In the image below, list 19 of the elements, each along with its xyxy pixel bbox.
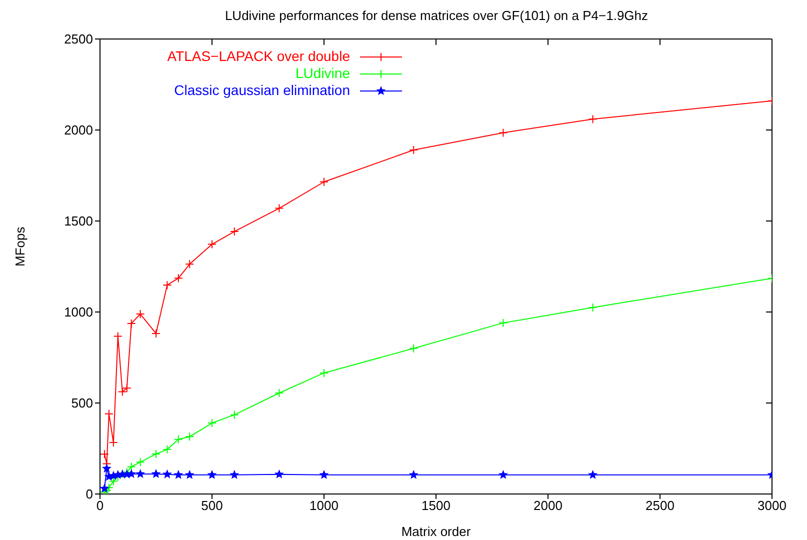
legend-label: Classic gaussian elimination: [174, 82, 350, 99]
y-axis-title: MFops: [12, 226, 28, 266]
y-tick-label: 500: [71, 396, 93, 411]
y-tick-label: 0: [86, 486, 93, 502]
y-tick-label: 2500: [64, 32, 93, 47]
chart-title: LUdivine performances for dense matrices over GF(101) on a P4−1.9Ghz: [224, 8, 650, 23]
x-tick-label: 2000: [534, 498, 562, 514]
x-tick-label: 3000: [758, 498, 786, 514]
legend-label: ATLAS−LAPACK over double: [167, 48, 350, 65]
x-tick-label: 1500: [422, 498, 450, 514]
x-tick-label: 500: [201, 498, 223, 514]
y-tick-label: 1500: [64, 214, 93, 229]
x-axis-title: Matrix order: [401, 524, 472, 539]
x-tick-label: 0: [96, 498, 104, 514]
x-tick-label: 2500: [646, 498, 674, 514]
y-tick-label: 2000: [64, 122, 93, 138]
y-tick-label: 1000: [64, 304, 93, 320]
x-tick-label: 1000: [310, 498, 338, 514]
legend-label: LUdivine: [296, 65, 350, 82]
